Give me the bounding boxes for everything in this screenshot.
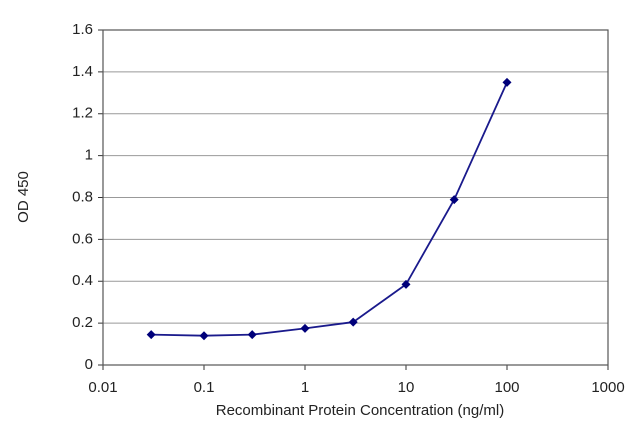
data-line <box>151 81 508 337</box>
data-point <box>247 330 257 340</box>
x-tick-label: 100 <box>494 379 519 396</box>
y-tick-label: 0.8 <box>72 188 93 205</box>
x-axis-label: Recombinant Protein Concentration (ng/ml… <box>216 402 504 419</box>
data-point <box>348 317 358 327</box>
y-tick-label: 1 <box>85 147 93 164</box>
y-tick-label: 1.4 <box>72 63 93 80</box>
x-tick-label: 1000 <box>591 379 624 396</box>
x-tick-label: 1 <box>301 379 309 396</box>
data-point <box>449 195 459 205</box>
y-tick-label: 0 <box>85 356 93 373</box>
data-point <box>199 331 209 341</box>
data-point <box>401 279 411 289</box>
y-tick-label: 0.4 <box>72 272 93 289</box>
data-point <box>146 330 156 340</box>
y-tick-label: 0.2 <box>72 314 93 331</box>
x-tick-label: 0.01 <box>88 379 117 396</box>
y-axis-label: OD 450 <box>15 171 32 223</box>
data-point <box>502 77 512 87</box>
x-tick-label: 0.1 <box>194 379 215 396</box>
y-tick-label: 1.6 <box>72 21 93 38</box>
data-point <box>300 323 310 333</box>
y-tick-label: 0.6 <box>72 230 93 247</box>
y-tick-label: 1.2 <box>72 105 93 122</box>
plot-frame <box>102 29 609 366</box>
x-tick-label: 10 <box>398 379 415 396</box>
